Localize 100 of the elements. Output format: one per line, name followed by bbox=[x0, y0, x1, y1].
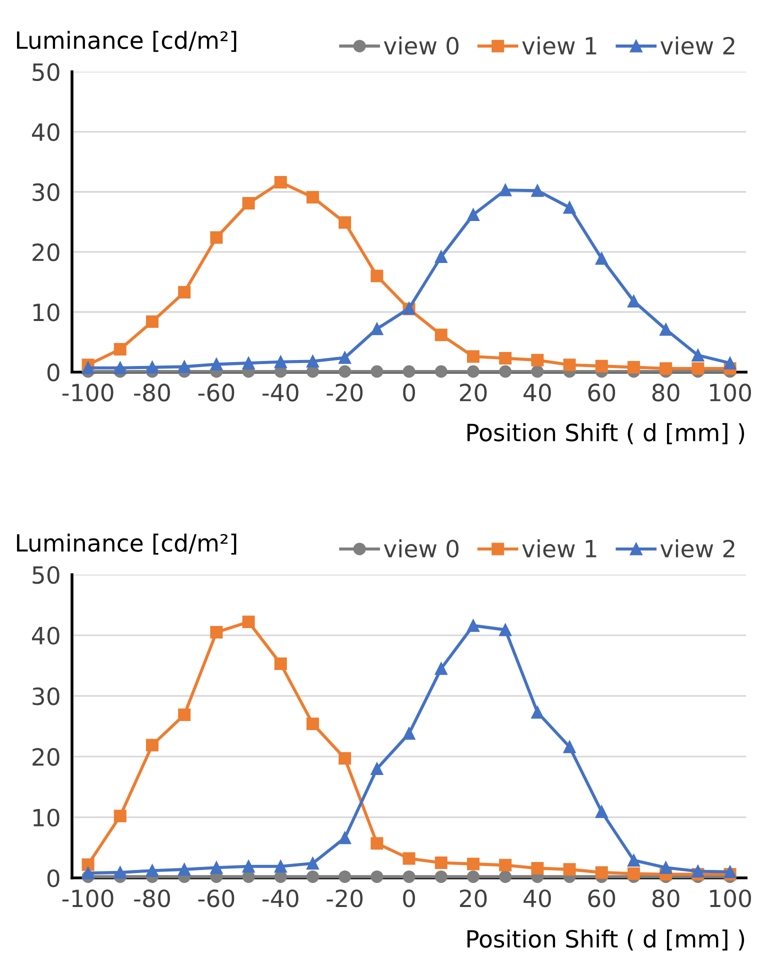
point bbox=[114, 343, 126, 356]
point bbox=[724, 866, 736, 878]
x-tick-label: 40 bbox=[524, 384, 551, 402]
point bbox=[595, 360, 608, 372]
y-tick-label: 30 bbox=[32, 687, 60, 706]
point bbox=[82, 858, 94, 871]
point bbox=[434, 662, 448, 675]
point bbox=[306, 355, 319, 368]
point bbox=[563, 740, 576, 754]
point bbox=[531, 365, 544, 378]
point bbox=[370, 762, 384, 775]
point bbox=[370, 322, 384, 336]
point bbox=[466, 208, 480, 221]
y-tick-label: 0 bbox=[47, 869, 60, 888]
point bbox=[338, 832, 352, 844]
legend-label: view 1 bbox=[522, 36, 596, 55]
x-tick-label: 80 bbox=[652, 889, 680, 908]
point bbox=[82, 866, 94, 880]
point bbox=[692, 362, 704, 375]
x-tick-label: 60 bbox=[588, 384, 616, 402]
x-tick-label: 40 bbox=[524, 889, 551, 908]
point bbox=[466, 858, 480, 870]
point bbox=[306, 857, 319, 870]
x-axis-title: Position Shift ( d [mm] ) bbox=[467, 929, 744, 951]
point bbox=[210, 358, 223, 371]
point bbox=[434, 870, 448, 883]
point bbox=[724, 356, 736, 370]
point bbox=[531, 354, 544, 366]
y-axis-title: Luminance [cd/m²] bbox=[17, 30, 236, 52]
x-tick-label: -80 bbox=[134, 889, 170, 908]
point bbox=[499, 624, 512, 636]
point bbox=[146, 361, 158, 374]
point bbox=[466, 350, 480, 363]
x-axis-title: Position Shift ( d [mm] ) bbox=[467, 423, 744, 444]
point bbox=[146, 864, 158, 877]
point bbox=[274, 860, 287, 873]
x-tick-label: 20 bbox=[460, 384, 487, 402]
point bbox=[370, 365, 384, 378]
x-tick-label: -20 bbox=[326, 889, 363, 908]
x-tick-label: 100 bbox=[710, 889, 751, 908]
point bbox=[274, 356, 287, 368]
x-tick-label: 0 bbox=[403, 889, 415, 908]
point bbox=[274, 176, 287, 188]
x-tick-label: 60 bbox=[588, 889, 616, 908]
y-tick-label: 10 bbox=[33, 808, 60, 827]
point bbox=[178, 286, 191, 298]
point bbox=[499, 870, 512, 883]
point bbox=[242, 356, 255, 370]
point bbox=[338, 365, 352, 378]
point bbox=[338, 216, 352, 229]
point bbox=[466, 619, 480, 632]
point bbox=[178, 863, 191, 876]
point bbox=[338, 870, 352, 883]
x-tick-label: 80 bbox=[652, 384, 680, 402]
point bbox=[563, 201, 576, 214]
point bbox=[114, 810, 126, 822]
point bbox=[338, 752, 352, 765]
x-tick-label: -100 bbox=[62, 384, 114, 402]
point bbox=[370, 270, 384, 282]
point bbox=[178, 360, 191, 373]
point bbox=[402, 727, 416, 740]
x-tick-label: -100 bbox=[62, 889, 114, 908]
point bbox=[627, 867, 640, 880]
y-tick-label: 50 bbox=[32, 566, 60, 584]
point bbox=[242, 197, 255, 210]
x-tick-label: -20 bbox=[326, 384, 363, 402]
point bbox=[306, 870, 319, 883]
y-tick-label: 50 bbox=[32, 63, 60, 82]
point bbox=[146, 738, 158, 752]
point bbox=[434, 365, 448, 378]
point bbox=[499, 858, 512, 872]
point bbox=[499, 184, 512, 196]
point bbox=[82, 362, 94, 374]
y-axis-title: Luminance [cd/m²] bbox=[17, 534, 236, 555]
legend-label: view 0 bbox=[384, 539, 458, 558]
x-tick-label: -40 bbox=[262, 384, 298, 402]
point bbox=[531, 184, 544, 197]
x-tick-label: 0 bbox=[403, 384, 415, 402]
point bbox=[402, 870, 416, 883]
point bbox=[466, 365, 480, 378]
point bbox=[499, 352, 512, 365]
point bbox=[434, 328, 448, 342]
point bbox=[402, 852, 416, 865]
point bbox=[146, 315, 158, 328]
point bbox=[563, 358, 576, 372]
point bbox=[274, 658, 287, 670]
y-tick-label: 0 bbox=[47, 364, 60, 382]
point bbox=[114, 866, 126, 879]
y-tick-label: 40 bbox=[32, 123, 60, 142]
point bbox=[531, 862, 544, 874]
point bbox=[242, 616, 255, 628]
legend-label: view 0 bbox=[384, 36, 458, 55]
point bbox=[402, 365, 416, 378]
point bbox=[692, 864, 704, 878]
point bbox=[660, 861, 672, 874]
point bbox=[370, 870, 384, 883]
point bbox=[242, 860, 255, 873]
x-tick-label: -60 bbox=[198, 384, 234, 402]
y-tick-label: 20 bbox=[32, 748, 60, 766]
point bbox=[434, 250, 448, 263]
